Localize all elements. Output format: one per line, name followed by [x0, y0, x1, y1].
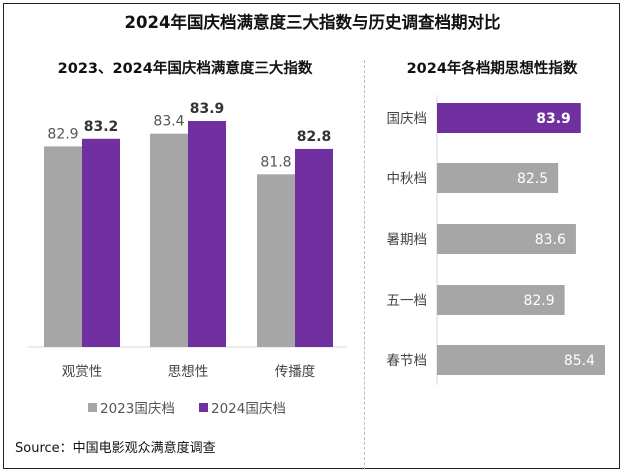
data-label: 83.4 — [153, 114, 184, 130]
hbar-value-label: 83.9 — [536, 111, 571, 127]
hbar-value-label: 82.9 — [523, 293, 554, 309]
bar-2024国庆档-观赏性 — [82, 138, 120, 347]
x-tick-label: 观赏性 — [62, 364, 103, 380]
bar-2023国庆档-传播度 — [257, 174, 295, 347]
hbar-value-label: 82.5 — [517, 171, 548, 187]
y-tick-label: 暑期档 — [387, 232, 428, 248]
source-note: Source：中国电影观众满意度调查 — [15, 441, 216, 456]
y-tick-label: 中秋档 — [387, 171, 428, 187]
data-label: 82.8 — [297, 129, 332, 145]
right-chart-title: 2024年各档期思想性指数 — [406, 61, 578, 77]
data-label: 83.2 — [84, 119, 119, 135]
hbar-五一档 — [437, 285, 565, 315]
left-chart-title: 2023、2024年国庆档满意度三大指数 — [57, 61, 313, 77]
data-label: 83.9 — [190, 101, 225, 117]
y-tick-label: 国庆档 — [387, 111, 428, 127]
bar-2023国庆档-思想性 — [150, 133, 188, 347]
hbar-春节档 — [437, 345, 605, 375]
hbar-暑期档 — [437, 224, 576, 254]
hbar-value-label: 83.6 — [535, 232, 566, 248]
legend-label: 2023国庆档 — [100, 401, 175, 417]
bar-2023国庆档-观赏性 — [44, 146, 82, 347]
y-tick-label: 五一档 — [387, 293, 428, 309]
bar-2024国庆档-传播度 — [295, 148, 333, 347]
data-label: 81.8 — [260, 154, 291, 170]
chart-frame — [3, 3, 620, 469]
main-title: 2024年国庆档满意度三大指数与历史调查档期对比 — [124, 13, 501, 32]
legend-swatch-1 — [88, 403, 97, 412]
hbar-value-label: 85.4 — [564, 353, 595, 369]
hbar-中秋档 — [437, 163, 559, 193]
chart-divider — [364, 60, 365, 470]
bar-2024国庆档-思想性 — [188, 121, 226, 347]
data-label: 82.9 — [47, 126, 78, 142]
x-tick-label: 传播度 — [275, 364, 316, 380]
x-tick-label: 思想性 — [168, 364, 209, 380]
legend-swatch-2 — [199, 403, 208, 412]
hbar-国庆档 — [437, 103, 581, 133]
legend-label: 2024国庆档 — [211, 401, 286, 417]
y-tick-label: 春节档 — [387, 353, 428, 369]
